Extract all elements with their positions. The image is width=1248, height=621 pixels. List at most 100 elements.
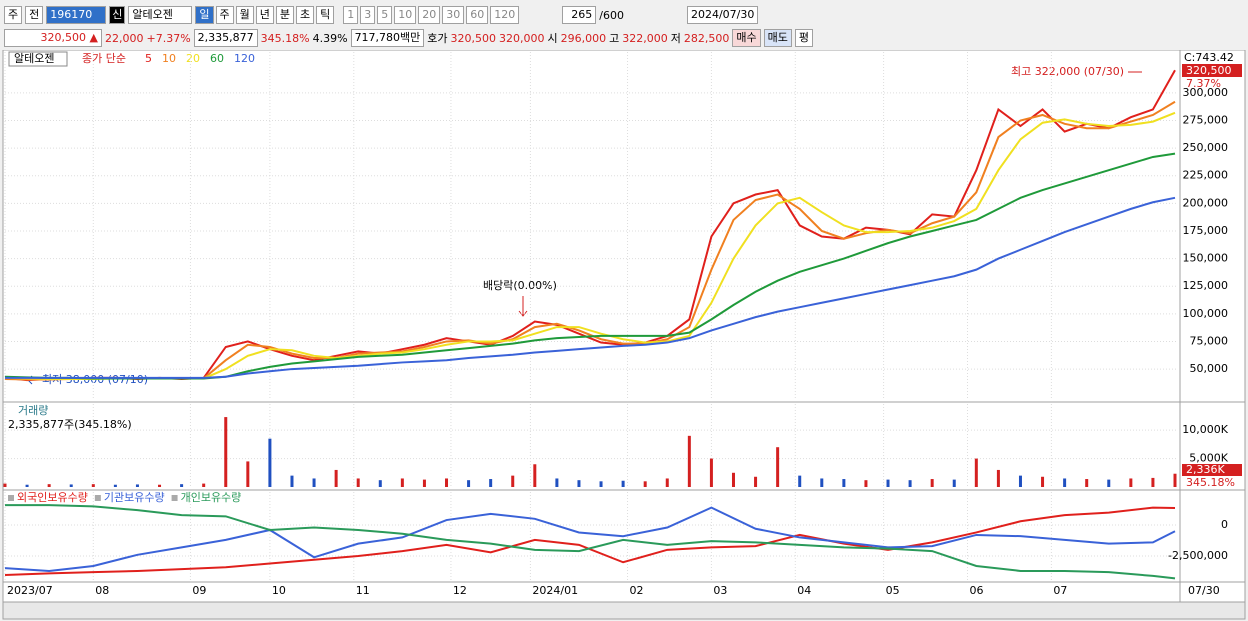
open-label: 시: [547, 32, 558, 45]
period-button[interactable]: 틱: [316, 6, 335, 24]
right-label: C:743.42: [1184, 51, 1234, 64]
series-line: [5, 504, 1176, 580]
volume-bar: [113, 484, 117, 487]
price-tag: [1182, 64, 1242, 77]
legend-swatch: [8, 495, 14, 501]
volume-bar: [577, 480, 581, 487]
x-tick-label: 05: [886, 584, 900, 597]
series-line: [4, 506, 1176, 572]
volume-bar: [555, 478, 559, 487]
volume-bar: [180, 484, 184, 487]
volume-bar: [754, 476, 758, 487]
volume-bar: [996, 469, 1000, 487]
info-bar: 320,500 ▲ 22,000 +7.37% 2,335,877 345.18…: [0, 27, 1248, 49]
avg-button[interactable]: 평: [794, 29, 814, 47]
y-tick-label: 100,000: [1183, 307, 1229, 320]
open: 296,000: [560, 31, 607, 45]
volume-bar: [69, 484, 73, 487]
volume-bar: [25, 484, 29, 487]
legend-entry: 5: [145, 52, 152, 65]
volume-bar: [91, 484, 95, 487]
volume-tag-label: 2,336K: [1186, 463, 1225, 476]
y-tick-label: 275,000: [1183, 113, 1229, 126]
ma-legend: 5 10 20 60 120: [145, 52, 255, 65]
y-tick-label: 10,000K: [1182, 423, 1228, 436]
legend-entry: 10: [162, 52, 176, 65]
period-button[interactable]: 년: [255, 6, 274, 24]
volume-bar: [599, 481, 603, 487]
y-tick-label: 250,000: [1183, 141, 1229, 154]
period-button[interactable]: 분: [275, 6, 294, 24]
volume-bar: [290, 475, 294, 487]
volume-bar: [687, 435, 691, 487]
date[interactable]: 2024/07/30: [686, 6, 759, 24]
count[interactable]: 265: [562, 6, 597, 24]
max-count: /600: [599, 8, 624, 22]
interval-button[interactable]: 60: [466, 6, 489, 24]
period-button[interactable]: 초: [296, 6, 315, 24]
x-tick-label: 07: [1053, 584, 1067, 597]
volume-bar: [974, 458, 978, 487]
interval-button[interactable]: 10: [394, 6, 417, 24]
y-tick-label: 75,000: [1190, 334, 1229, 347]
x-tick-label: 04: [797, 584, 811, 597]
sell-button[interactable]: 매도: [763, 29, 792, 47]
dividend-annotation: 배당락(0.00%): [483, 279, 557, 292]
x-tick-label: 2023/07: [7, 584, 53, 597]
volume-bar: [47, 484, 51, 487]
prev[interactable]: 전: [25, 6, 44, 24]
dividend-arrow: [518, 296, 528, 317]
y-tick-label: 150,000: [1183, 252, 1229, 265]
market[interactable]: 주: [4, 6, 23, 24]
y-tick-label: 300,000: [1183, 86, 1229, 99]
change: 22,000: [105, 31, 144, 45]
interval-button[interactable]: 120: [490, 6, 520, 24]
period-button[interactable]: 일: [195, 6, 214, 24]
volume-bar: [422, 479, 426, 487]
interval-button[interactable]: 30: [442, 6, 465, 24]
y-tick-label: 200,000: [1183, 196, 1229, 209]
stock-name: 알테오젠: [128, 6, 193, 24]
chart-background: [2, 50, 1246, 603]
interval-button[interactable]: 3: [360, 6, 376, 24]
period-button[interactable]: 월: [235, 6, 254, 24]
ma-label: 종가 단순: [82, 52, 126, 65]
y-tick-label: 125,000: [1183, 279, 1229, 292]
x-tick-label: 12: [453, 584, 467, 597]
y-tick-label: 50,000: [1190, 362, 1229, 375]
volume-bar: [356, 478, 360, 487]
scrollbar[interactable]: [2, 601, 1246, 620]
legend-entry: 기관보유수량: [104, 491, 165, 504]
period-button[interactable]: 주: [215, 6, 234, 24]
volume-bar: [886, 479, 890, 487]
high-label: 고: [609, 32, 620, 45]
volume-bar: [1151, 477, 1155, 487]
volume-bar: [709, 458, 713, 487]
y-tick-label: 0: [1221, 518, 1228, 531]
name-box: [8, 51, 68, 67]
x-tick-label: 09: [192, 584, 206, 597]
y-tick-label: 175,000: [1183, 224, 1229, 237]
volume-bar: [135, 484, 139, 487]
y-tick-label: -2,500,000: [1168, 549, 1228, 562]
turnover: 4.39%: [312, 31, 348, 45]
interval-button[interactable]: 1: [343, 6, 359, 24]
end-date: 07/30: [1188, 584, 1220, 597]
x-tick-label: 11: [356, 584, 370, 597]
interval-button[interactable]: 5: [377, 6, 393, 24]
volume-bar: [312, 478, 316, 487]
volume-bar: [445, 478, 449, 487]
price: 320,500 ▲: [4, 29, 102, 47]
rate-label: 7.37%: [1186, 77, 1221, 90]
volume-bar: [1129, 478, 1133, 487]
volume-bar: [3, 483, 7, 487]
volume-bar: [864, 480, 868, 487]
buy-button[interactable]: 매수: [732, 29, 761, 47]
code-input[interactable]: 196170: [46, 6, 107, 24]
interval-button[interactable]: 20: [418, 6, 441, 24]
main-title: 알테오젠: [14, 51, 54, 65]
volume-bar: [533, 464, 537, 487]
volume: 2,335,877: [193, 29, 258, 47]
volume-bar: [224, 417, 228, 487]
